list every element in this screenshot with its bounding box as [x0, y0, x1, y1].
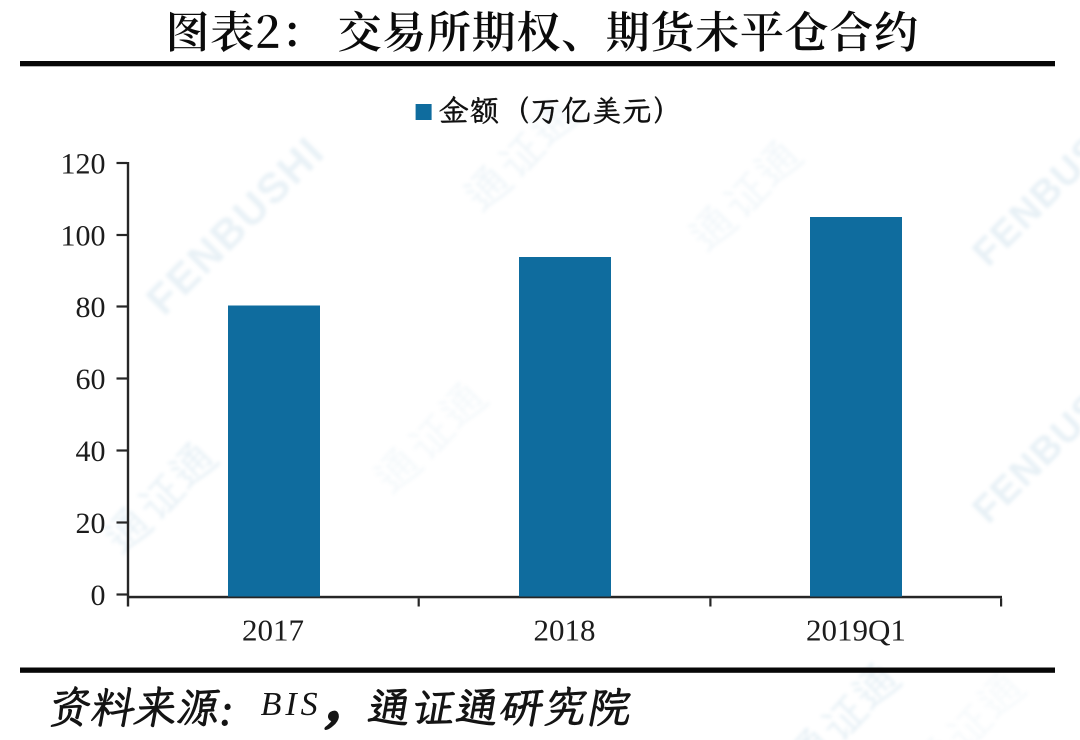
svg-text:80: 80 — [76, 291, 106, 324]
svg-text:BIS: BIS — [261, 686, 322, 723]
svg-text:2017: 2017 — [242, 613, 304, 648]
svg-text:0: 0 — [91, 579, 106, 612]
svg-text:2018: 2018 — [534, 613, 596, 648]
svg-text:100: 100 — [61, 219, 106, 252]
svg-text:40: 40 — [76, 435, 106, 468]
svg-text:120: 120 — [61, 147, 106, 180]
svg-text:2019Q1: 2019Q1 — [806, 613, 906, 648]
svg-text:20: 20 — [76, 507, 106, 540]
svg-text:60: 60 — [76, 363, 106, 396]
